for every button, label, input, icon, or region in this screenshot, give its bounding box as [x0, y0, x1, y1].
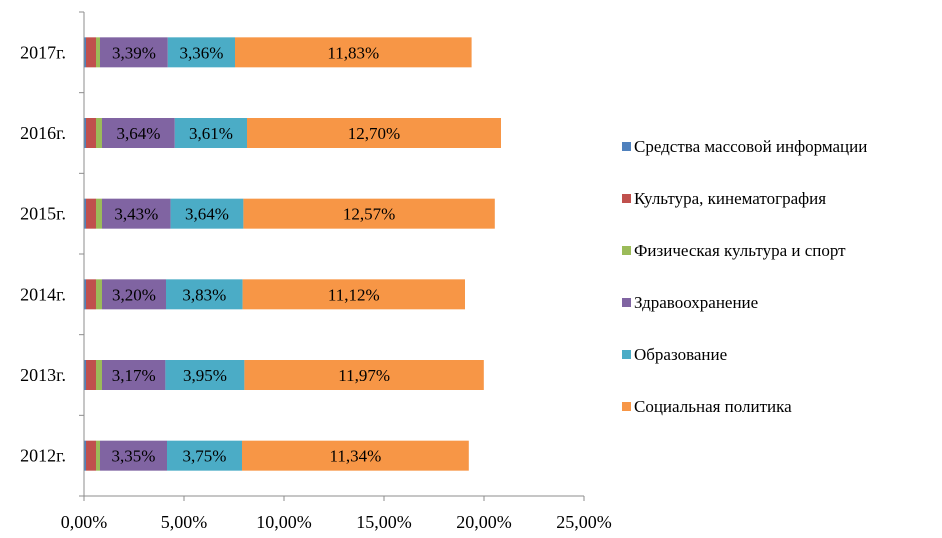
bar-segment: [96, 37, 100, 68]
legend-label: Физическая культура и спорт: [634, 241, 846, 260]
bars-group: [84, 37, 501, 471]
category-label: 2016г.: [20, 123, 66, 143]
bar-segment: [235, 37, 472, 68]
data-label: 3,20%: [112, 285, 156, 304]
data-label: 12,57%: [343, 205, 395, 224]
bar-segment: [86, 279, 96, 310]
category-label: 2014г.: [20, 284, 66, 304]
bar-segment: [96, 440, 100, 471]
data-label: 3,35%: [112, 447, 156, 466]
bar-segment: [165, 360, 245, 390]
bar-segment: [242, 440, 469, 471]
bar-segment: [84, 198, 86, 229]
bar-segment: [167, 37, 235, 68]
x-tick-label: 10,00%: [256, 512, 312, 532]
bar-segment: [86, 37, 96, 68]
bar-segment: [86, 118, 96, 148]
data-label: 3,39%: [112, 43, 156, 62]
bar-segment: [84, 279, 86, 310]
bar-segment: [84, 118, 86, 148]
data-label: 3,43%: [114, 205, 158, 224]
bar-segment: [96, 198, 102, 229]
legend-label: Средства массовой информации: [634, 137, 867, 156]
bar-segment: [84, 440, 86, 471]
bar-segment: [84, 37, 86, 68]
data-label: 3,64%: [185, 205, 229, 224]
bar-segment: [166, 279, 243, 310]
x-tick-label: 20,00%: [456, 512, 512, 532]
legend: Средства массовой информации Культура, ки…: [622, 137, 867, 416]
bar-segment: [86, 360, 96, 390]
data-label: 3,17%: [112, 366, 156, 385]
legend-swatch: [622, 402, 631, 411]
data-label: 11,97%: [338, 366, 390, 385]
data-labels-group: 3,35% 3,75% 11,34% 3,17% 3,95% 11,97% 3,20% 3,8…: [112, 43, 401, 465]
data-label: 3,36%: [179, 43, 223, 62]
data-label: 3,95%: [183, 366, 227, 385]
bar-segment: [174, 118, 247, 148]
bar-segment: [96, 118, 102, 148]
legend-swatch: [622, 246, 631, 255]
bar-segment: [170, 198, 244, 229]
category-label: 2017г.: [20, 42, 66, 62]
category-label: 2015г.: [20, 204, 66, 224]
legend-swatch: [622, 298, 631, 307]
data-label: 12,70%: [348, 124, 400, 143]
bar-segment: [100, 440, 167, 471]
bar-segment: [242, 279, 465, 310]
data-label: 11,12%: [328, 285, 380, 304]
category-label: 2013г.: [20, 365, 66, 385]
bar-segment: [100, 37, 168, 68]
axes-group: 2012г. 2013г. 2014г. 2015г. 2016г. 2017г. 0,00…: [20, 11, 612, 532]
data-label: 3,75%: [183, 447, 227, 466]
data-label: 3,61%: [189, 124, 233, 143]
bar-segment: [102, 279, 166, 310]
legend-label: Здравоохранение: [634, 293, 758, 312]
bar-segment: [102, 118, 175, 148]
bar-segment: [86, 440, 96, 471]
legend-label: Культура, кинематография: [634, 189, 826, 208]
legend-label: Социальная политика: [634, 397, 792, 416]
data-label: 3,83%: [182, 285, 226, 304]
data-label: 3,64%: [116, 124, 160, 143]
x-tick-label: 5,00%: [161, 512, 208, 532]
data-label: 11,34%: [330, 447, 382, 466]
bar-segment: [167, 440, 242, 471]
bar-segment: [247, 118, 501, 148]
legend-label: Образование: [634, 345, 727, 364]
legend-swatch: [622, 350, 631, 359]
x-tick-label: 15,00%: [356, 512, 412, 532]
legend-swatch: [622, 142, 631, 151]
bar-segment: [86, 198, 96, 229]
data-label: 11,83%: [327, 43, 379, 62]
x-tick-label: 25,00%: [556, 512, 612, 532]
legend-swatch: [622, 194, 631, 203]
x-tick-label: 0,00%: [61, 512, 108, 532]
bar-segment: [102, 360, 166, 390]
bar-segment: [96, 279, 102, 310]
bar-segment: [243, 198, 495, 229]
category-label: 2012г.: [20, 446, 66, 466]
bar-segment: [102, 198, 171, 229]
bar-segment: [244, 360, 484, 390]
bar-segment: [84, 360, 86, 390]
bar-segment: [96, 360, 102, 390]
